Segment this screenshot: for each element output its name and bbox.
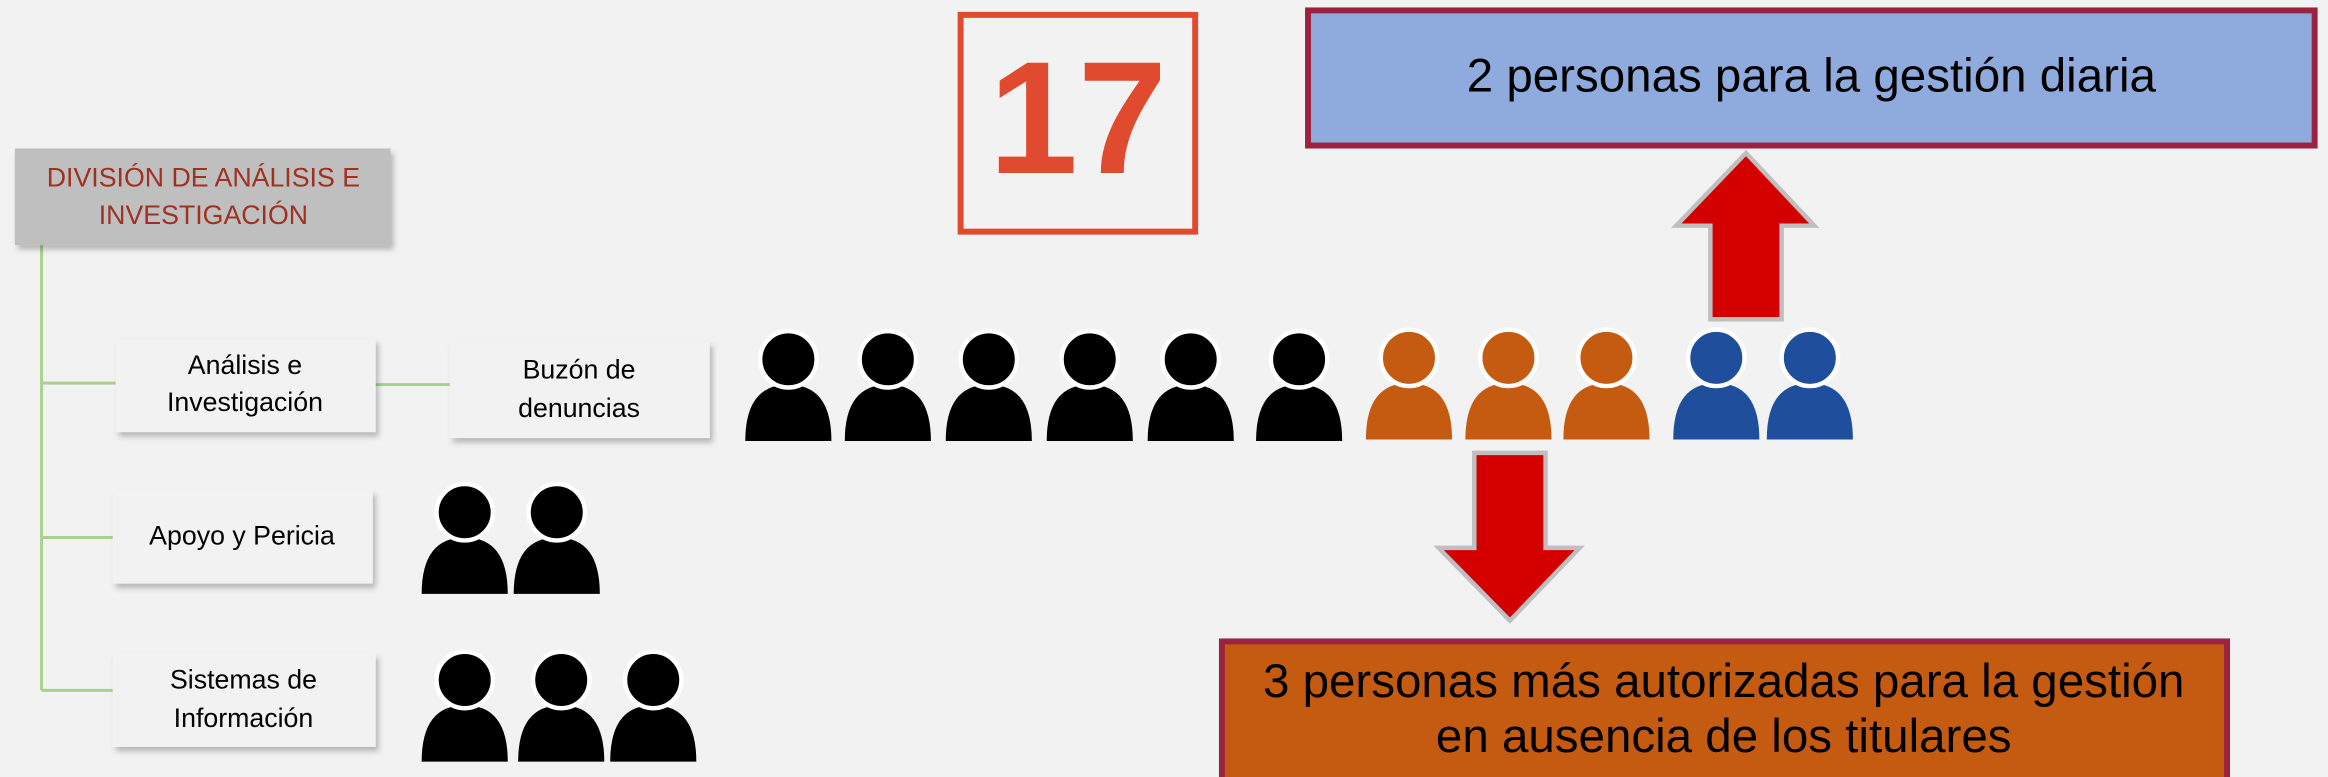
sub-unit-text: Buzón de [523, 354, 636, 384]
unit-text: Sistemas de [170, 665, 317, 695]
bottom-box [1218, 638, 2231, 777]
people-row [422, 652, 697, 762]
tree-lines [40, 245, 450, 692]
division-box [14, 148, 391, 246]
sub-unit-box [449, 341, 710, 439]
unit-text: Análisis e [188, 350, 302, 380]
sub-unit-text: denuncias [518, 393, 640, 423]
top-box-text: 2 personas para la gestión diaria [1467, 49, 2157, 102]
division-text: INVESTIGACIÓN [99, 199, 308, 230]
division-text: DIVISIÓN DE ANÁLISIS E [47, 162, 360, 193]
bottom-box-text: en ausencia de los titulares [1436, 710, 2012, 763]
bottom-box-text: 3 personas más autorizadas para la gesti… [1263, 655, 2185, 708]
up-arrow [1670, 149, 1820, 322]
unit-box [112, 653, 376, 747]
unit-text: Apoyo y Pericia [149, 521, 335, 551]
down-arrow [1433, 450, 1585, 624]
counter-box [957, 11, 1199, 235]
unit-text: Investigación [167, 387, 323, 417]
unit-box [115, 338, 376, 433]
counter: 17 [989, 28, 1167, 207]
unit-box [112, 489, 373, 584]
unit-text: Información [174, 703, 314, 733]
top-box [1305, 7, 2318, 149]
